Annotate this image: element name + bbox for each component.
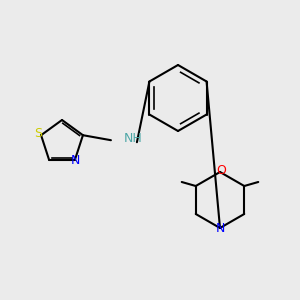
Text: S: S	[34, 127, 42, 140]
Text: N: N	[215, 223, 225, 236]
Text: O: O	[216, 164, 226, 178]
Text: NH: NH	[124, 132, 142, 145]
Text: N: N	[71, 154, 81, 167]
